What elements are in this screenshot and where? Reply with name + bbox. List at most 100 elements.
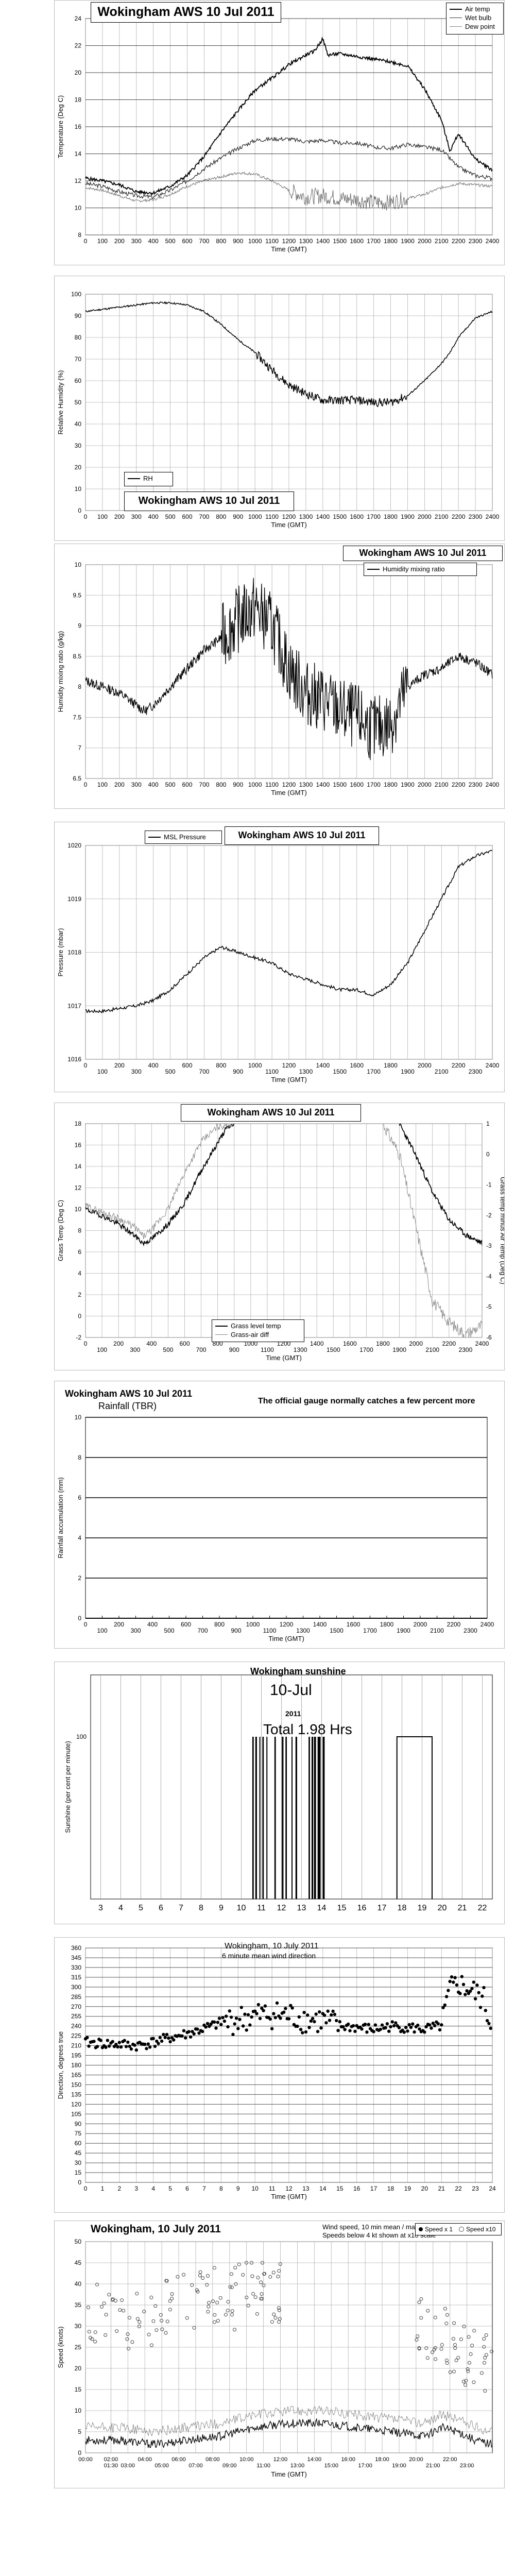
x-tick-label: 1100 (265, 1068, 279, 1075)
x-tick-label: 600 (182, 238, 192, 245)
direction-point (106, 2039, 109, 2042)
pressure-chart: 0 100 200 300 400 500 600 700 800 900 100011001200… (57, 842, 500, 1083)
direction-point (241, 2024, 245, 2028)
direction-point (197, 2031, 201, 2035)
direction-point (304, 2030, 308, 2034)
speed-x10-point (226, 2300, 230, 2304)
y-axis-label: Pressure (mbar) (57, 928, 64, 977)
x-tick-label: 14:00 (307, 2456, 322, 2463)
speed-x10-point (260, 2261, 264, 2265)
x-tick-label: 500 (165, 1068, 176, 1075)
direction-point (255, 2012, 259, 2015)
speed-x10-point (277, 2308, 281, 2312)
direction-point (287, 2017, 291, 2021)
x-tick-label: 2400 (486, 1062, 500, 1069)
speed-x10-point (415, 2338, 419, 2342)
speed-x10-point (135, 2317, 140, 2321)
x-axis-label: Time (GMT) (271, 245, 307, 253)
x-tick-label: 17 (370, 2185, 377, 2192)
direction-point (129, 2047, 133, 2051)
direction-point (260, 2006, 264, 2010)
x-tick-label: 9 (236, 2185, 240, 2192)
speed-x10-point (115, 2329, 119, 2333)
x-tick-label: 500 (163, 1346, 173, 1353)
speed-x10-point (250, 2274, 254, 2278)
x-tick-label: 0 (84, 781, 88, 788)
direction-point (353, 2029, 357, 2033)
speed-x10-point (466, 2369, 470, 2374)
direction-point (351, 2024, 355, 2028)
x-tick-label: 1800 (384, 513, 398, 520)
x-tick-label: 1900 (401, 1068, 415, 1075)
speed-x10-point (126, 2332, 130, 2336)
direction-point (455, 1983, 459, 1987)
direction-point (450, 1975, 454, 1979)
y-tick-label: 16 (75, 123, 82, 130)
y-tick-label: 225 (71, 2032, 81, 2040)
direction-point (467, 1992, 471, 1995)
y-tick-label: 120 (71, 2100, 81, 2108)
direction-point (480, 1994, 484, 1998)
y-tick-label: 10 (75, 485, 82, 493)
x-tick-label: 800 (214, 1621, 225, 1628)
direction-point (319, 2026, 323, 2030)
speed-x10-point (154, 2328, 159, 2332)
x-axis-label: Time (GMT) (271, 2193, 307, 2200)
speed-x10-point (271, 2270, 276, 2275)
direction-point (204, 2025, 208, 2029)
y-tick-label: 90 (75, 2120, 82, 2127)
y-tick-label: 0 (78, 1313, 81, 1320)
speed-x10-point (444, 2321, 449, 2326)
speed-x10-point (170, 2292, 174, 2296)
x-tick-label: 1700 (367, 781, 381, 788)
x-tick-label: 2100 (430, 1627, 444, 1634)
direction-point (107, 2044, 111, 2048)
direction-point (306, 2013, 310, 2017)
x-tick-label: 0 (84, 238, 88, 245)
y-tick-label: 300 (71, 1984, 81, 1991)
sunshine-bar (282, 1737, 284, 1899)
direction-point (114, 2043, 118, 2046)
x-tick-label: 16 (357, 1904, 367, 1912)
speed-x10-point (440, 2343, 444, 2347)
y-tick-label: 40 (75, 420, 82, 428)
sunshine-bar (262, 1737, 264, 1899)
temperature-chart-panel: 0 100 200 300 400 500 600 700 800 900 1000 1100 1200… (54, 0, 505, 265)
series-line-msl-pressure (85, 850, 493, 1014)
chart-title: Wokingham AWS 10 Jul 2011 (65, 1388, 193, 1399)
direction-point (347, 2022, 350, 2026)
series-line-gust (85, 2405, 493, 2436)
direction-point (311, 2016, 315, 2021)
speed-x10-point (483, 2361, 486, 2365)
x-tick-label: 1600 (350, 1062, 364, 1069)
speed-x10-point (120, 2298, 124, 2302)
speed-x10-point (468, 2361, 471, 2365)
speed-x10-point (207, 2304, 211, 2309)
speed-x10-point (464, 2383, 467, 2387)
direction-point (239, 2006, 243, 2009)
x-tick-label: 300 (130, 1627, 141, 1634)
y-tick-label: 40 (75, 2280, 82, 2287)
x-tick-label: 300 (131, 781, 142, 788)
speed-x10-point (130, 2340, 134, 2344)
pressure-chart-panel: 0 100 200 300 400 500 600 700 800 900 1000 1100 1200… (54, 822, 505, 1092)
x-tick-label: 10 (237, 1904, 246, 1912)
x-tick-label: 23 (472, 2185, 479, 2192)
x-tick-label: 400 (148, 781, 159, 788)
direction-point (256, 2003, 260, 2007)
direction-point (213, 2020, 216, 2024)
direction-point (469, 1989, 472, 1993)
speed-x10-point (459, 2337, 463, 2341)
x-tick-label: 2300 (459, 1346, 473, 1353)
x-tick-label: 21 (438, 2185, 445, 2192)
x-tick-label: 15 (337, 1904, 347, 1912)
y-tick-label: 6 (78, 1248, 81, 1256)
chart-year: 2011 (285, 1709, 301, 1718)
x-tick-label: 08:00 (205, 2456, 220, 2463)
speed-x10-point (150, 2343, 153, 2347)
speed-x10-point (453, 2343, 457, 2347)
plot-area (85, 1417, 488, 1619)
x-tick-label: 12 (277, 1904, 286, 1912)
series-line-mixing-ratio (85, 578, 493, 760)
legend-label: Grass-air diff (231, 1331, 269, 1338)
